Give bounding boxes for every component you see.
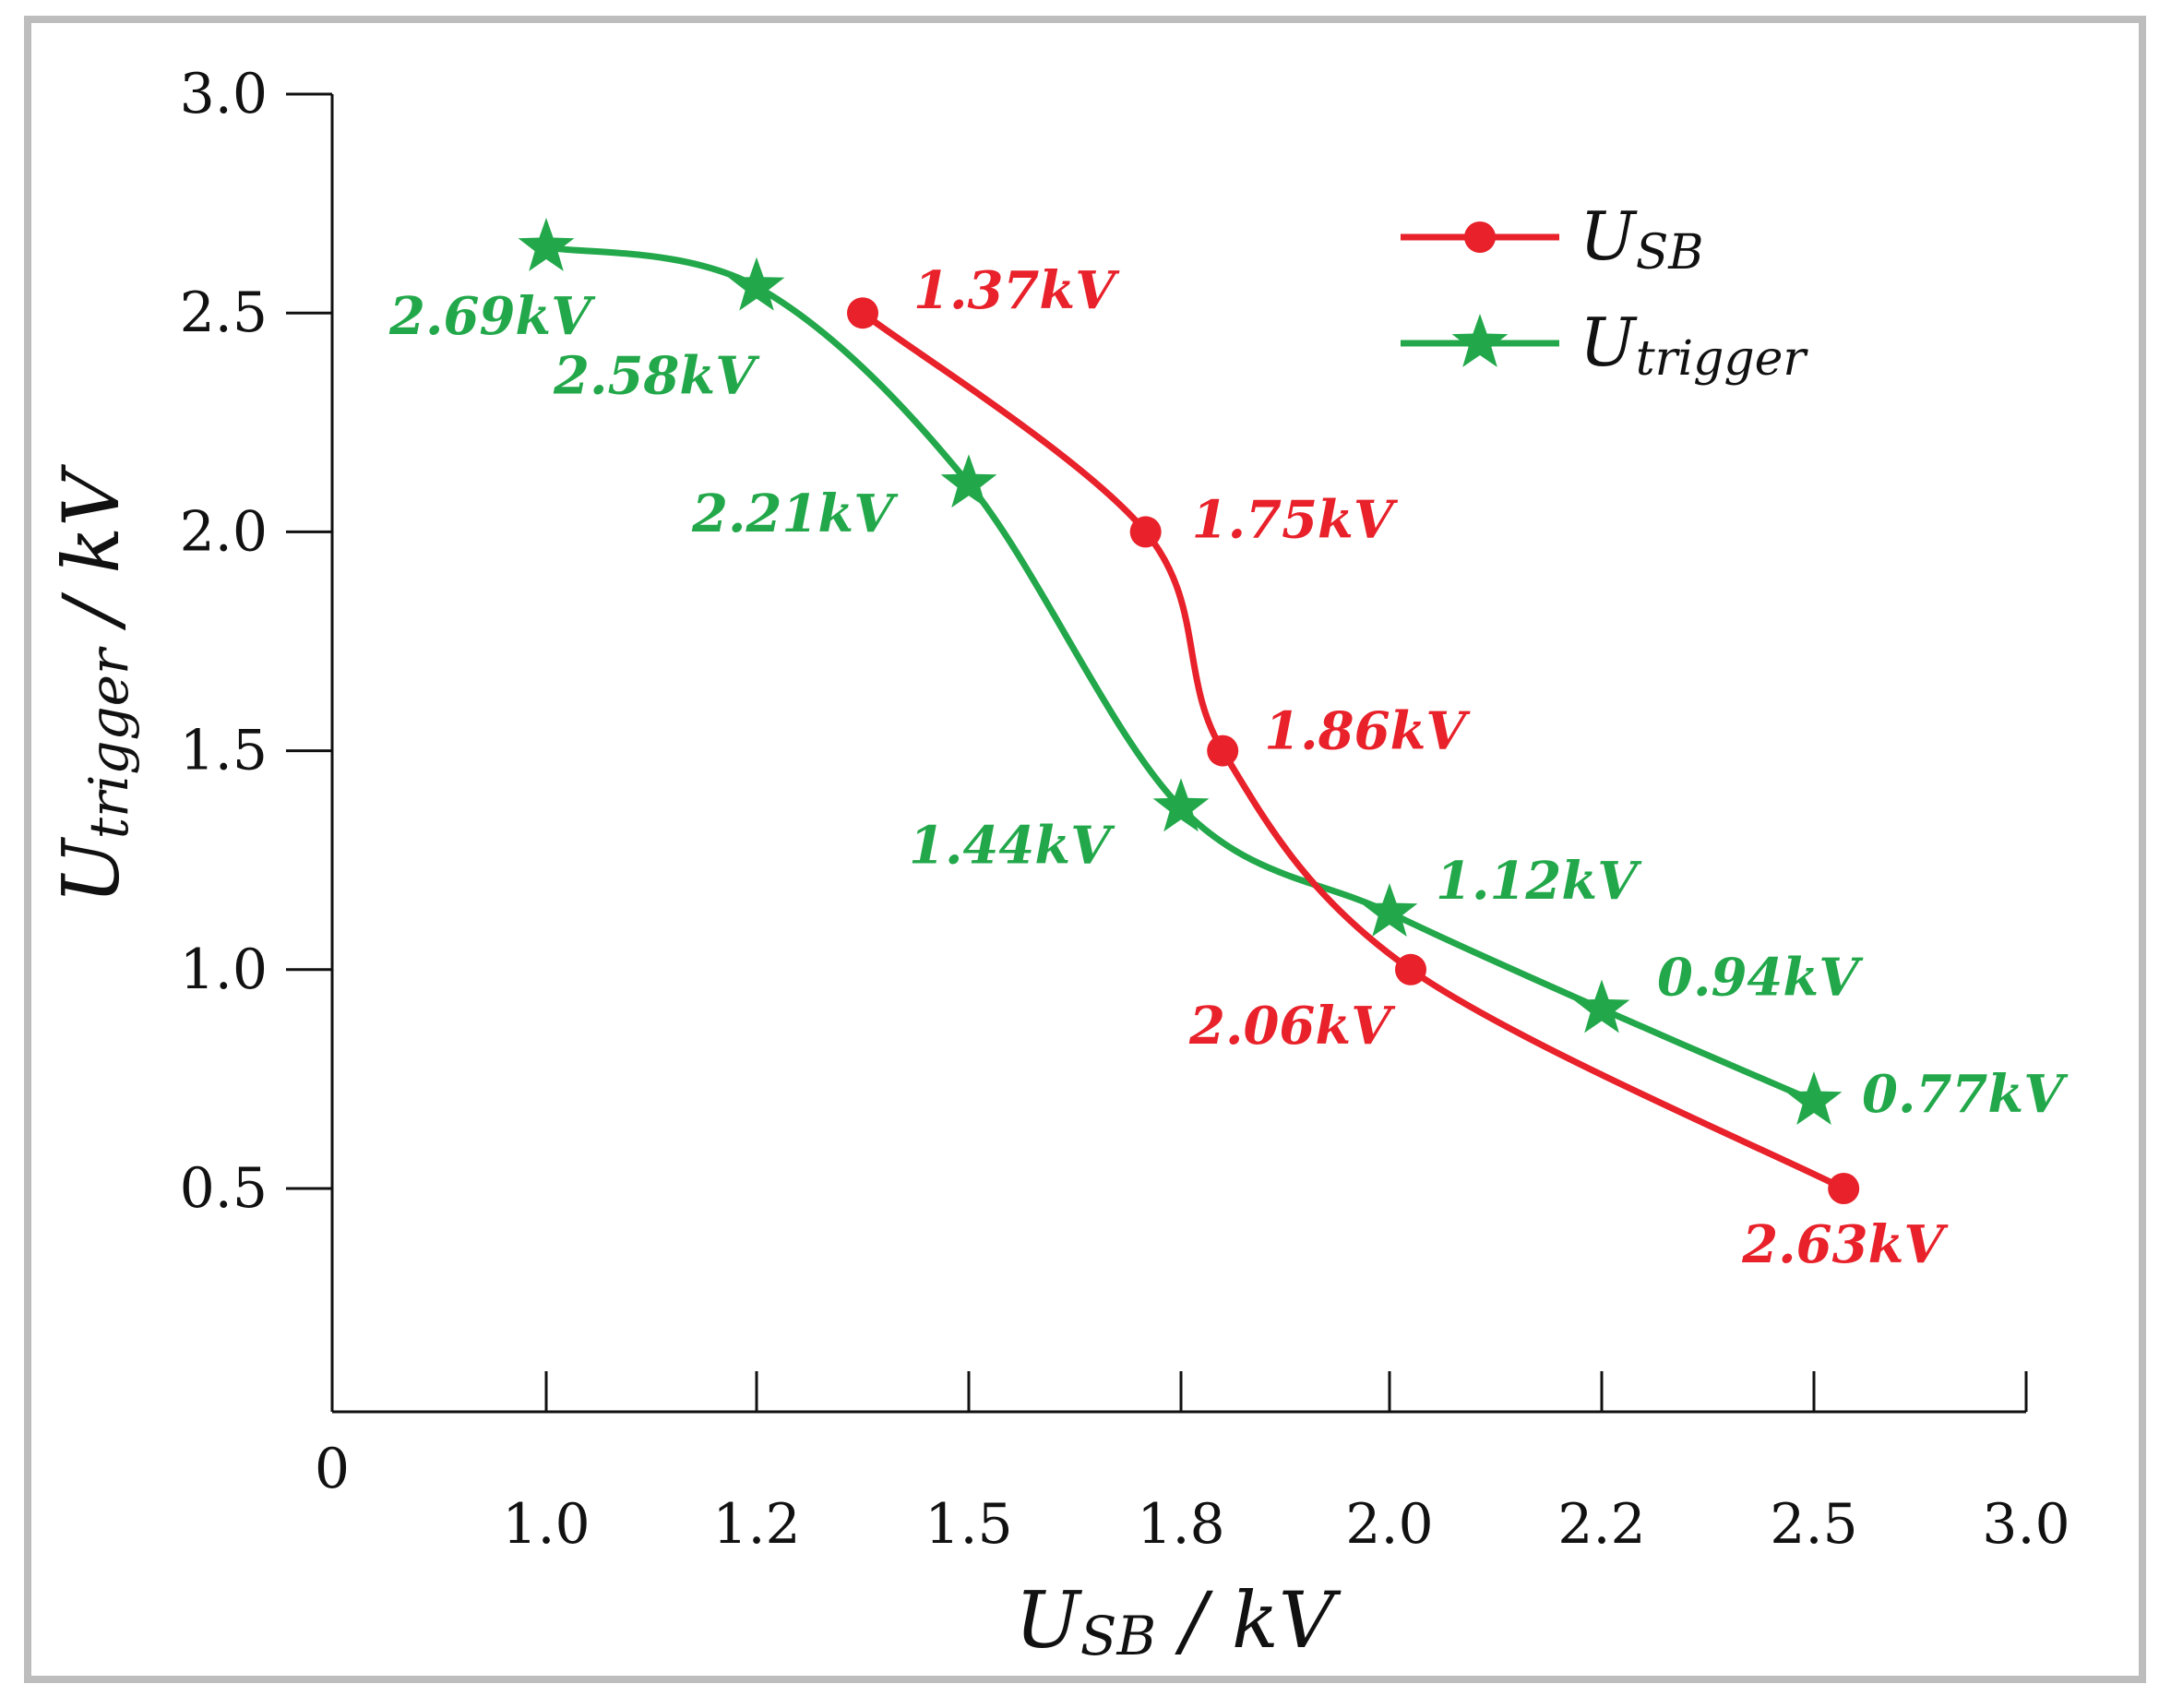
data-point-utrigger [518, 218, 575, 271]
y-tick-label: 3.0 [180, 62, 268, 126]
data-label: 2.06kV [1188, 996, 1396, 1057]
data-label: 2.21kV [691, 484, 899, 544]
legend-label-sub: SB [1636, 225, 1704, 281]
data-point-utrigger [1361, 883, 1418, 937]
data-point-usb [847, 297, 878, 329]
x-tick-label: 2.2 [1557, 1492, 1645, 1557]
y-axis-title-main: U [46, 836, 137, 904]
data-label: 1.44kV [909, 815, 1115, 876]
data-label: 1.75kV [1192, 489, 1399, 550]
data-label: 1.86kV [1264, 701, 1471, 762]
x-axis-title-unit: / kV [1156, 1575, 1342, 1666]
series-markers [518, 218, 1860, 1204]
x-tick-label: 2.0 [1345, 1492, 1433, 1557]
y-tick-label: 0.5 [180, 1156, 268, 1221]
data-point-usb [1395, 953, 1426, 985]
data-point-utrigger [728, 257, 785, 311]
y-axis-title-sub: trigger [78, 646, 140, 839]
data-point-utrigger [1785, 1071, 1843, 1125]
legend-label-usb: USB [1580, 197, 1704, 281]
x-tick-label: 1.0 [502, 1492, 590, 1557]
y-axis-title-unit: / kV [46, 464, 137, 650]
x-axis-title: USB / kV [1015, 1575, 1342, 1667]
x-axis-title-main: U [1015, 1575, 1083, 1666]
data-label: 0.94kV [1657, 947, 1864, 1008]
x-tick-label: 3.0 [1982, 1492, 2070, 1557]
y-tick-label: 1.5 [180, 719, 268, 783]
origin-label: 0 [315, 1437, 350, 1501]
figure-frame [24, 16, 2146, 1683]
legend-label-utrigger: Utrigger [1580, 304, 1808, 387]
data-label: 2.63kV [1741, 1214, 1949, 1275]
legend-label-main: U [1580, 304, 1638, 381]
legend-label-main: U [1580, 197, 1638, 275]
data-label: 0.77kV [1862, 1064, 2069, 1125]
x-tick-label: 2.5 [1770, 1492, 1857, 1557]
legend-label-sub: trigger [1636, 331, 1809, 387]
legend-marker-usb [1464, 221, 1496, 253]
y-tick-label: 2.5 [180, 281, 268, 345]
tick-marks: 1.0 1.2 1.5 1.8 2.0 2.2 2.5 3.0 0.5 1.0 1.5 2.0 2.5 3… [180, 62, 2070, 1557]
x-tick-label: 1.8 [1137, 1492, 1224, 1557]
data-point-utrigger [940, 454, 997, 508]
y-tick-label: 1.0 [180, 938, 268, 1002]
data-point-usb [1207, 735, 1239, 767]
data-label: 2.69kV [388, 286, 596, 347]
data-label: 1.37kV [913, 260, 1120, 321]
data-label: 1.12kV [1436, 851, 1642, 912]
data-point-usb [1129, 516, 1162, 548]
y-axis-title: Utrigger / kV [46, 464, 140, 904]
data-point-utrigger [1573, 979, 1630, 1033]
data-label: 2.58kV [553, 346, 760, 407]
data-point-utrigger [1152, 778, 1210, 832]
x-axis-title-sub: SB [1080, 1605, 1156, 1667]
legend-marker-utrigger [1451, 314, 1509, 367]
x-tick-label: 1.5 [924, 1492, 1012, 1557]
data-point-usb [1828, 1173, 1860, 1204]
x-tick-label: 1.2 [712, 1492, 800, 1557]
y-tick-label: 2.0 [180, 499, 268, 564]
